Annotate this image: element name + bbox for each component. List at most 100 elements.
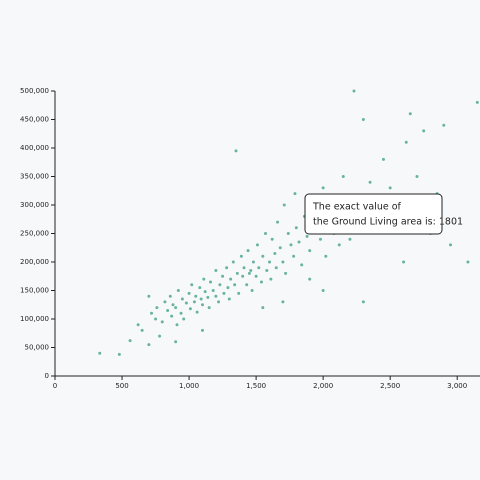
point (294, 226, 298, 230)
point (352, 89, 356, 93)
point (282, 203, 286, 207)
y-tick-label: 400,000 (20, 144, 49, 152)
point (239, 254, 243, 258)
point (300, 263, 304, 267)
point (214, 294, 218, 298)
point (206, 295, 210, 299)
x-tick-label: 2,500 (380, 382, 400, 390)
point (247, 271, 251, 275)
y-tick-label: 350,000 (20, 173, 49, 181)
point (192, 300, 196, 304)
axes: 0 50,000 100,000 150,000 200,000 250,000 300,0… (20, 87, 480, 390)
point (225, 266, 229, 270)
point (166, 308, 170, 312)
y-tick-label: 50,000 (25, 344, 50, 352)
point (415, 175, 419, 178)
point (226, 286, 230, 290)
point (404, 140, 408, 144)
point (211, 289, 215, 292)
point (402, 260, 406, 264)
point (187, 291, 191, 295)
point (168, 294, 172, 298)
point (209, 280, 213, 284)
point (250, 289, 254, 292)
point (308, 277, 312, 281)
point (184, 301, 188, 305)
point (203, 290, 207, 294)
point (246, 249, 250, 253)
x-tick-label: 2,000 (313, 382, 333, 390)
point (140, 328, 144, 332)
point (273, 251, 277, 255)
point (321, 289, 325, 292)
tooltip: The exact value of the Ground Living are… (304, 193, 463, 235)
point (207, 306, 211, 310)
x-tick-label: 1,000 (179, 382, 199, 390)
tooltip-line: The exact value of (312, 202, 402, 213)
point (231, 260, 235, 264)
point (200, 328, 204, 332)
point (98, 351, 102, 355)
point (324, 254, 328, 258)
x-tick-label: 1,500 (246, 382, 266, 390)
point (442, 123, 446, 127)
point (233, 283, 237, 287)
point (175, 323, 179, 327)
point (180, 297, 184, 301)
point (276, 220, 280, 224)
point (265, 269, 269, 273)
point (255, 243, 259, 247)
point (188, 307, 192, 311)
point (284, 271, 288, 275)
point (147, 343, 151, 347)
point (150, 311, 154, 315)
tooltip-box (304, 193, 443, 235)
point (293, 192, 297, 196)
point (269, 277, 273, 281)
point (475, 100, 479, 104)
point (195, 310, 199, 314)
y-tick-label: 250,000 (20, 230, 49, 238)
point (289, 243, 293, 247)
point (158, 334, 162, 338)
point (337, 243, 341, 247)
point (361, 118, 365, 121)
point (171, 303, 175, 307)
point (278, 246, 282, 250)
point (155, 306, 159, 310)
point (274, 266, 278, 270)
point (449, 243, 453, 247)
point (190, 283, 194, 287)
point (308, 249, 312, 253)
point (270, 237, 274, 241)
y-tick-label: 300,000 (20, 201, 49, 209)
point (227, 297, 231, 301)
point (179, 311, 183, 315)
point (221, 274, 225, 278)
tooltip-line: the Ground Living area is: 1801 (313, 217, 463, 228)
point (268, 260, 272, 264)
point (199, 297, 203, 301)
point (222, 291, 226, 295)
point (388, 186, 392, 190)
y-tick-label: 450,000 (20, 116, 49, 124)
point (198, 286, 202, 290)
point (261, 254, 265, 258)
point (147, 294, 151, 298)
point (254, 274, 258, 278)
y-tick-label: 200,000 (20, 258, 49, 266)
point (341, 175, 345, 178)
x-tick-label: 0 (53, 382, 57, 390)
point (361, 300, 365, 304)
point (249, 269, 253, 273)
point (245, 283, 249, 287)
point (176, 289, 180, 292)
point (174, 306, 178, 310)
point (286, 232, 290, 235)
point (200, 303, 204, 307)
point (368, 180, 372, 184)
point (242, 266, 246, 270)
y-tick-label: 500,000 (20, 87, 49, 95)
point (117, 352, 121, 356)
